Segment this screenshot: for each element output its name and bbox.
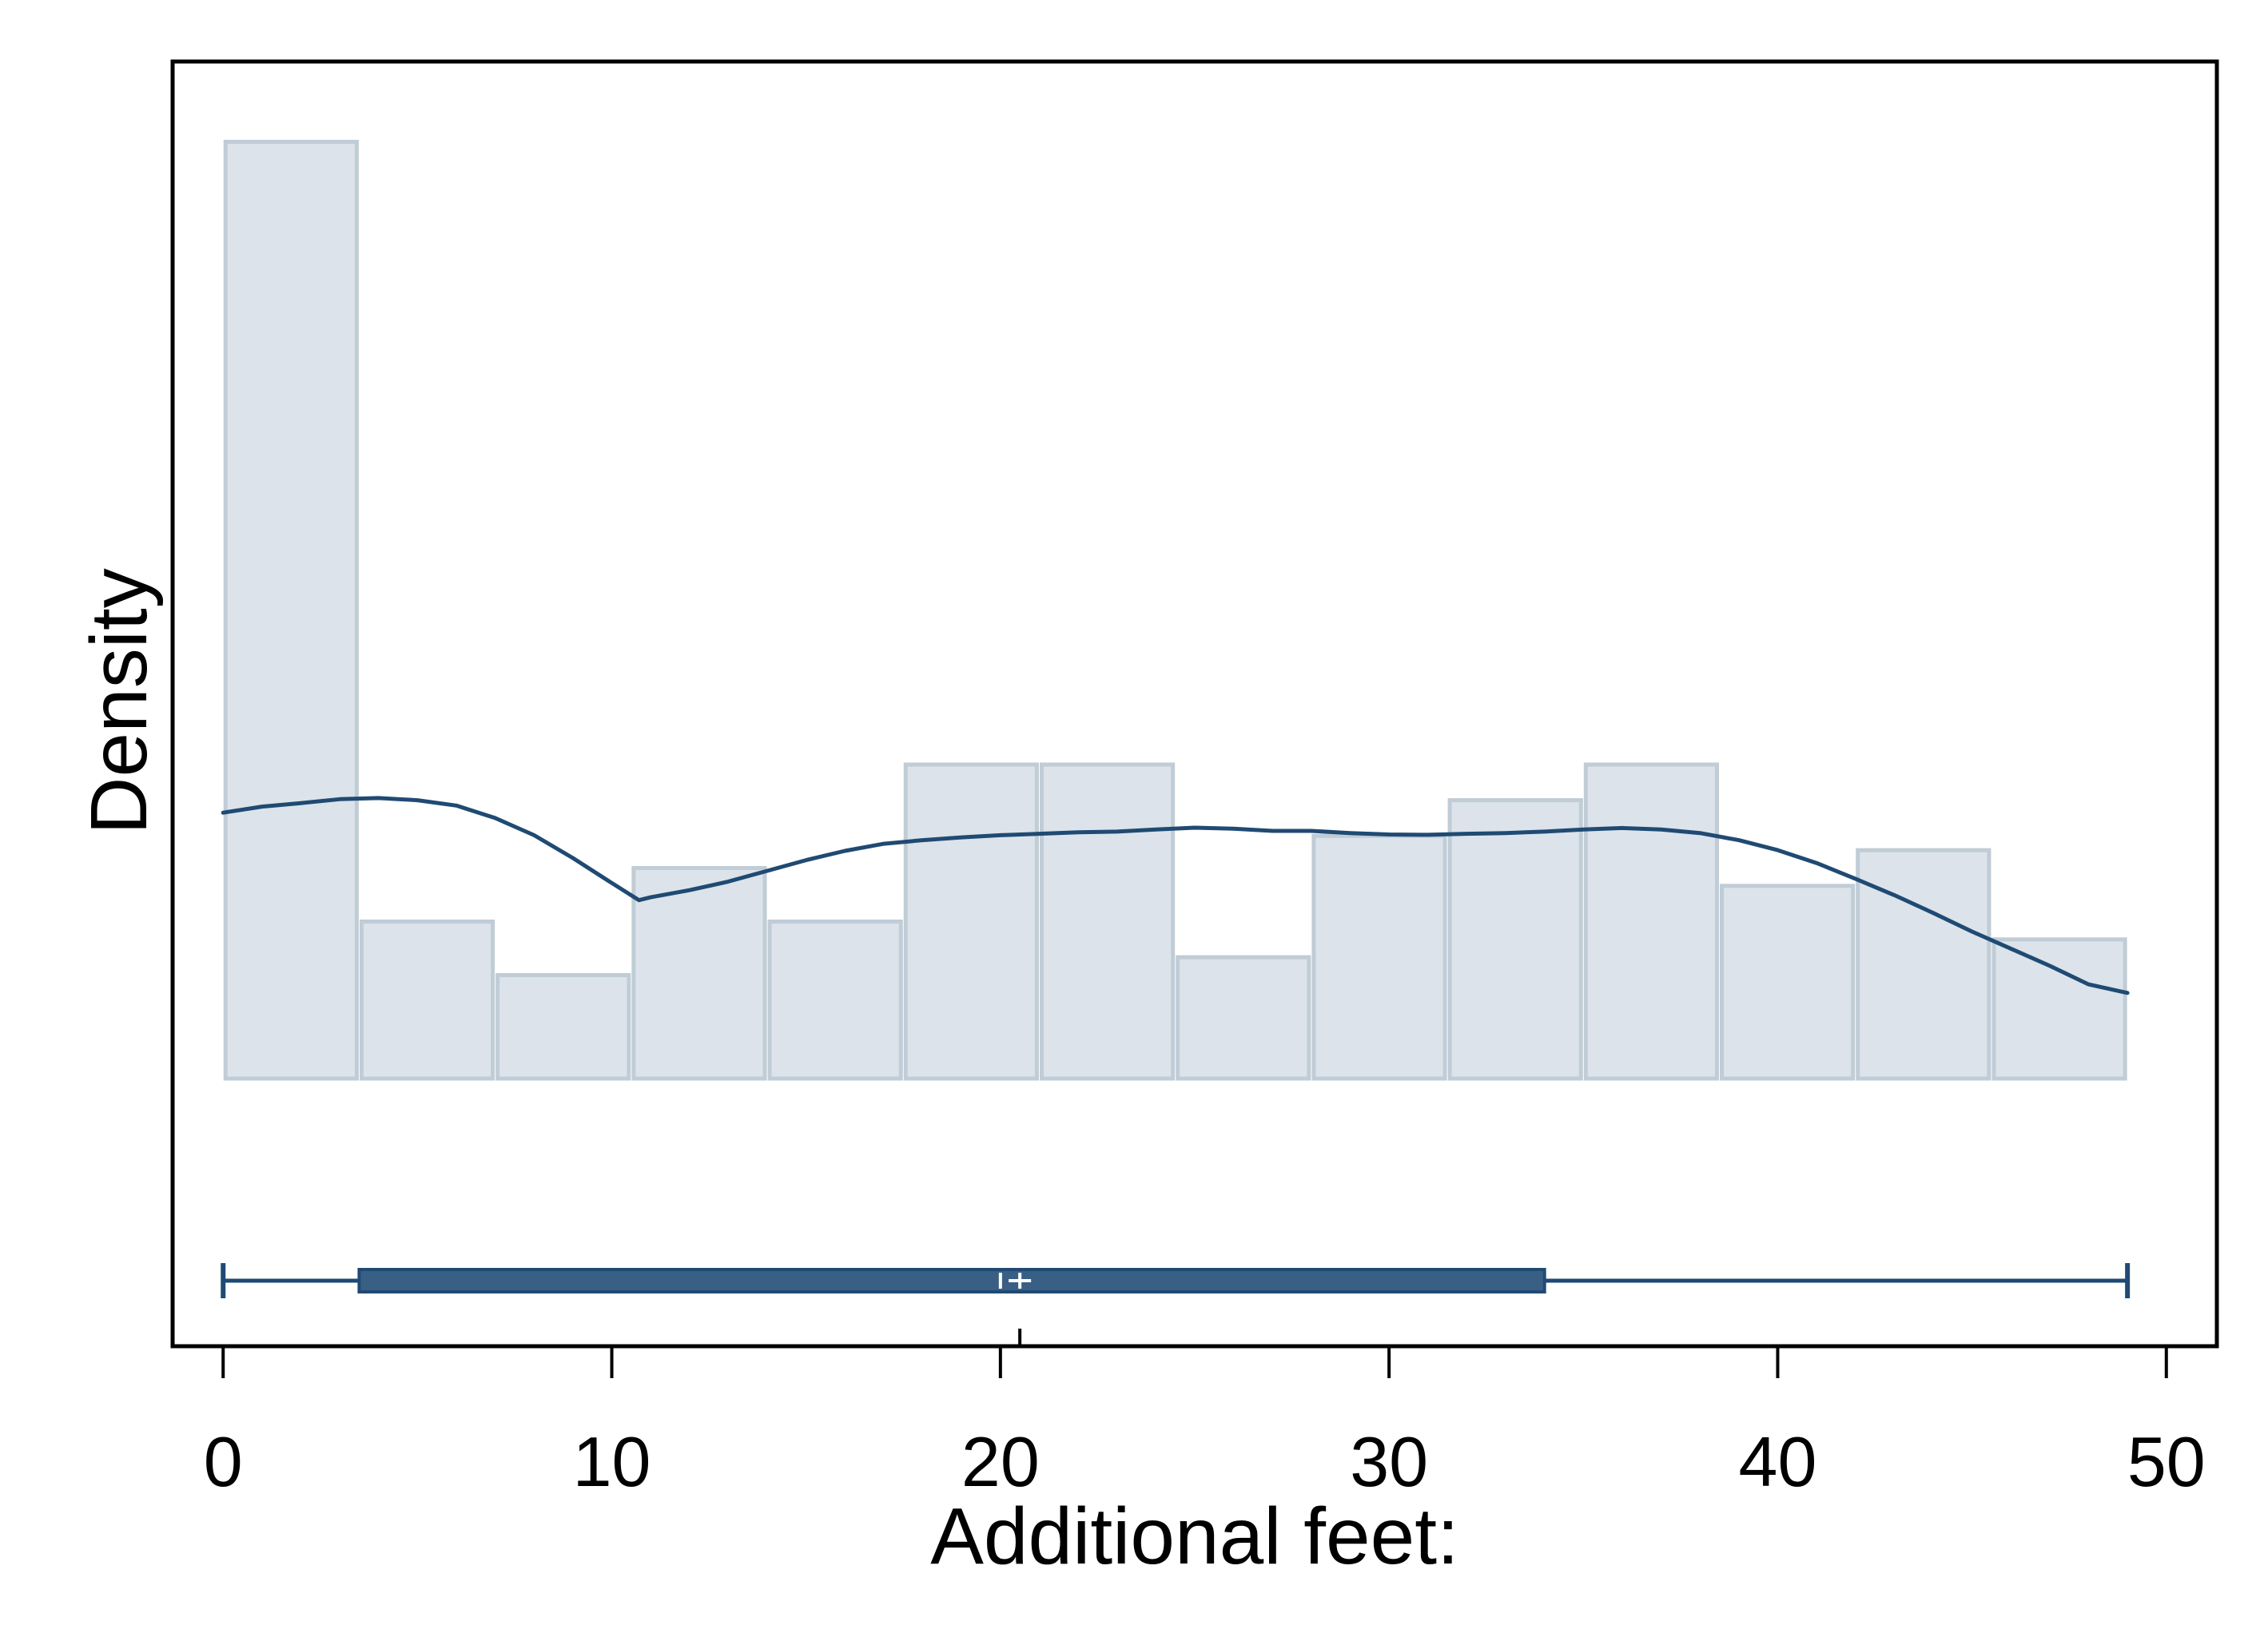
- histogram-bar: [1720, 884, 1856, 1081]
- histogram-bar: [1039, 762, 1176, 1081]
- histogram-bar: [767, 919, 903, 1081]
- x-axis-title: Additional feet:: [930, 1492, 1459, 1581]
- histogram-bar: [631, 865, 767, 1081]
- x-tick-label: 0: [204, 1422, 243, 1501]
- x-tick-label: 10: [573, 1422, 651, 1501]
- x-tick-label: 40: [1739, 1422, 1817, 1501]
- histogram-bar: [903, 762, 1039, 1081]
- histogram-bar: [359, 919, 495, 1081]
- histogram-bar: [1311, 833, 1447, 1081]
- histogram-bar: [1447, 798, 1583, 1081]
- x-tick-label: 20: [961, 1422, 1040, 1501]
- histogram-bar: [495, 972, 631, 1081]
- x-tick-label: 30: [1350, 1422, 1428, 1501]
- box-iqr: [357, 1268, 1546, 1293]
- histogram-bar: [1176, 955, 1311, 1081]
- y-axis-title: Density: [74, 568, 164, 834]
- histogram-bar: [1856, 848, 1991, 1081]
- density-curve-layer: [221, 796, 2130, 995]
- histogram-bar: [223, 140, 359, 1081]
- x-tick-label: 50: [2127, 1422, 2206, 1501]
- histogram-bar: [1991, 937, 2127, 1081]
- histogram-bars: [223, 140, 2127, 1081]
- density-curve: [221, 796, 2130, 995]
- histogram-bar: [1583, 762, 1720, 1081]
- box-plot: [221, 1263, 2131, 1346]
- x-axis: 0 10 20 30 40 50: [204, 1346, 2206, 1501]
- plot-frame: [170, 59, 2219, 1349]
